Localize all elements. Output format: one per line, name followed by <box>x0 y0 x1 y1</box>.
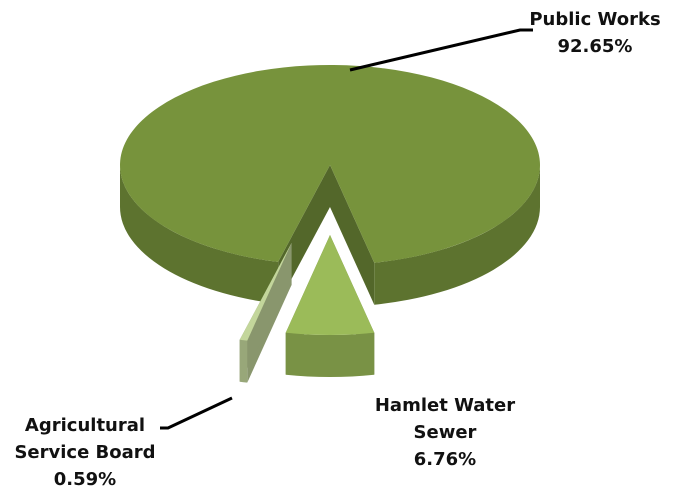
slice-side <box>120 165 279 304</box>
slice-label: Public Works 92.65% <box>520 6 670 60</box>
slice-label: Hamlet Water Sewer 6.76% <box>360 392 530 473</box>
category-label: Agricultural Service Board <box>14 415 156 463</box>
slice-side <box>239 339 248 383</box>
slice-label: Agricultural Service Board 0.59% <box>0 412 170 487</box>
leader-line <box>160 396 233 430</box>
value-label: 0.59% <box>53 469 117 487</box>
slice <box>285 235 375 335</box>
category-label: Hamlet Water Sewer <box>374 395 516 443</box>
slice-side <box>374 165 540 305</box>
slice-side <box>330 165 375 305</box>
category-label: Public Works <box>529 9 661 30</box>
value-label: 6.76% <box>413 449 477 470</box>
slice-side <box>239 242 292 382</box>
leader-line <box>349 28 533 72</box>
slice-side <box>285 332 375 377</box>
slice <box>120 65 541 263</box>
slice <box>239 242 292 341</box>
value-label: 92.65% <box>557 36 633 57</box>
